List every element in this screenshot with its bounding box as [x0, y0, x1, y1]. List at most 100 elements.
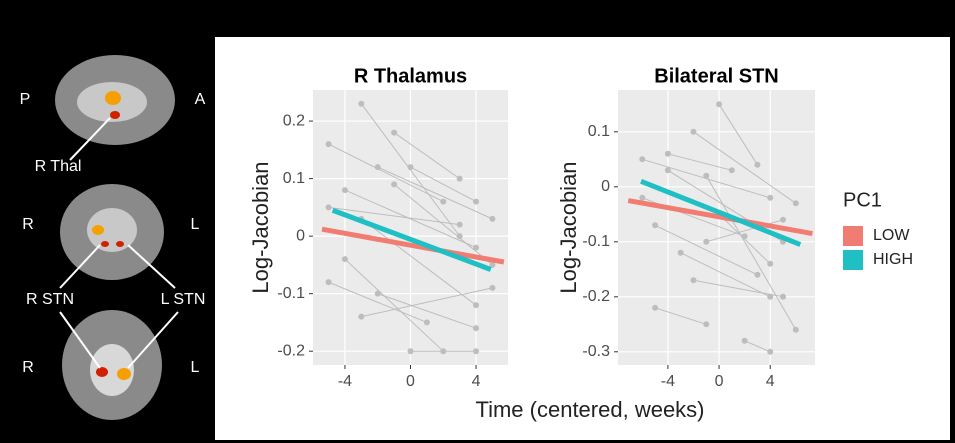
- subject-point: [391, 181, 398, 188]
- subject-line: [328, 281, 428, 323]
- subject-line: [361, 287, 493, 318]
- subject-point: [664, 167, 671, 174]
- subject-point: [677, 249, 684, 256]
- subject-point: [639, 194, 646, 201]
- subject-point: [703, 172, 710, 179]
- legend-label: LOW: [873, 227, 910, 244]
- subject-line: [377, 166, 493, 220]
- subject-line: [328, 143, 444, 203]
- brain-label: R Thal: [35, 158, 82, 175]
- y-tick-label: 0.2: [283, 112, 305, 129]
- subject-point: [325, 204, 332, 211]
- subject-line: [344, 189, 477, 249]
- subject-point: [325, 279, 332, 286]
- subject-point: [728, 167, 735, 174]
- y-tick-label: -0.1: [277, 285, 305, 302]
- subject-point: [374, 290, 381, 297]
- activation: [96, 367, 108, 377]
- subject-point: [652, 222, 659, 229]
- x-tick-label: 4: [766, 373, 775, 390]
- activation: [116, 241, 124, 247]
- subject-point: [664, 150, 671, 157]
- subject-point: [374, 164, 381, 171]
- subject-point: [489, 261, 496, 268]
- subject-line: [744, 340, 771, 353]
- x-tick-label: 0: [406, 373, 415, 390]
- legend-swatch: [843, 226, 863, 246]
- subject-point: [325, 141, 332, 148]
- subject-point: [741, 233, 748, 240]
- x-tick-label: 4: [472, 373, 481, 390]
- subject-line: [705, 175, 797, 331]
- brain-label: A: [195, 91, 206, 108]
- subject-line: [361, 218, 477, 306]
- x-tick-label: 0: [715, 373, 724, 390]
- subject-point: [690, 128, 697, 135]
- subject-line: [410, 166, 477, 203]
- y-tick-label: 0.1: [283, 170, 305, 187]
- subject-line: [667, 153, 732, 171]
- subject-point: [780, 293, 787, 300]
- subject-line: [654, 307, 707, 325]
- subject-point: [489, 284, 496, 291]
- brain-images: [55, 55, 179, 420]
- brain-label: L: [191, 216, 200, 233]
- brain-label: R: [22, 359, 34, 376]
- subject-point: [391, 129, 398, 136]
- activation: [110, 111, 120, 119]
- subject-line: [654, 224, 758, 276]
- subject-line: [680, 252, 771, 298]
- subject-point: [407, 348, 414, 355]
- subject-point: [473, 198, 480, 205]
- subject-point: [456, 221, 463, 228]
- subject-point: [767, 194, 774, 201]
- subject-point: [473, 325, 480, 332]
- activation: [117, 368, 131, 380]
- legend-label: HIGH: [873, 251, 913, 268]
- subject-point: [767, 293, 774, 300]
- y-axis-label: Log-Jacobian: [556, 161, 581, 293]
- y-axis-label: Log-Jacobian: [248, 161, 273, 293]
- subject-point: [407, 164, 414, 171]
- activation: [105, 91, 121, 105]
- chart-title: Bilateral STN: [654, 65, 778, 87]
- subject-point: [767, 348, 774, 355]
- subject-point: [690, 277, 697, 284]
- pointer: [69, 117, 111, 161]
- regression-line: [627, 198, 813, 237]
- subject-point: [456, 175, 463, 182]
- subject-point: [703, 321, 710, 328]
- subject-point: [754, 161, 761, 168]
- pointer: [127, 311, 179, 369]
- brain-label: L: [191, 359, 200, 376]
- subject-point: [652, 304, 659, 311]
- subject-point: [767, 260, 774, 267]
- activation: [101, 241, 109, 247]
- subject-point: [639, 156, 646, 163]
- legend-swatch: [843, 250, 863, 270]
- brain-label: P: [20, 91, 31, 108]
- subject-point: [792, 200, 799, 207]
- subject-line: [328, 206, 460, 226]
- x-tick-label: -4: [661, 373, 675, 390]
- subject-point: [341, 256, 348, 263]
- x-axis-label: Time (centered, weeks): [475, 397, 704, 422]
- brain-label: R STN: [26, 291, 74, 308]
- regression-line: [331, 207, 492, 272]
- subject-line: [393, 183, 493, 266]
- brain-label: R: [22, 216, 34, 233]
- activation: [92, 225, 104, 235]
- subject-point: [489, 215, 496, 222]
- subject-line: [718, 104, 758, 166]
- subject-line: [344, 258, 444, 352]
- y-tick-label: 0: [296, 227, 305, 244]
- subject-point: [473, 302, 480, 309]
- subject-point: [358, 313, 365, 320]
- subject-point: [358, 100, 365, 107]
- pointer: [59, 311, 101, 369]
- y-tick-label: -0.2: [582, 288, 610, 305]
- subject-point: [792, 326, 799, 333]
- pointer: [59, 244, 101, 289]
- axial-detail: [90, 344, 134, 396]
